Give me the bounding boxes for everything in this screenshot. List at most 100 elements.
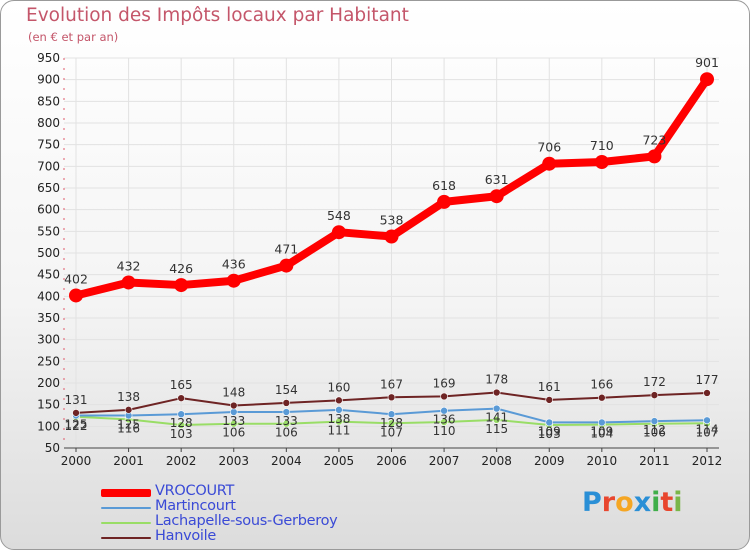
y-tick-label: 900 <box>37 73 60 87</box>
x-tick-label: 2004 <box>271 454 302 468</box>
x-tick-label: 2009 <box>534 454 565 468</box>
data-point <box>174 278 189 293</box>
data-point <box>177 410 185 419</box>
data-label: 165 <box>170 378 193 392</box>
y-tick-label: 350 <box>37 311 60 325</box>
data-label: 901 <box>695 55 719 70</box>
data-point <box>594 155 609 169</box>
data-label: 111 <box>327 424 350 438</box>
y-tick-label: 200 <box>37 376 60 390</box>
y-tick-label: 100 <box>37 419 60 433</box>
data-label: 723 <box>642 132 666 147</box>
brand-letter: P <box>582 487 602 518</box>
series-hanvoile: 131 138 165 148 154 160 167 169 178 161 166 172 177 <box>65 373 718 417</box>
data-label: 618 <box>432 178 456 193</box>
y-tick-label: 850 <box>37 94 60 108</box>
data-label: 426 <box>169 261 193 276</box>
y-tick-label: 400 <box>37 289 60 303</box>
data-label: 125 <box>117 418 140 432</box>
y-tick-label: 250 <box>37 354 60 368</box>
data-point <box>542 156 557 171</box>
data-label: 103 <box>538 427 561 441</box>
data-label: 122 <box>65 419 88 433</box>
data-point <box>545 396 554 404</box>
y-tick-label: 450 <box>37 268 60 282</box>
data-point <box>703 389 711 397</box>
data-label: 109 <box>538 424 561 438</box>
data-label: 178 <box>485 373 508 387</box>
data-label: 107 <box>696 425 719 439</box>
data-point <box>124 406 133 414</box>
data-point <box>387 410 396 419</box>
y-tick-label: 950 <box>37 51 60 65</box>
x-tick-label: 2008 <box>481 454 512 468</box>
data-label: 169 <box>433 376 456 390</box>
y-tick-label: 500 <box>37 246 60 260</box>
data-point <box>384 229 399 244</box>
data-label: 106 <box>643 426 666 440</box>
data-label: 125 <box>65 418 88 432</box>
data-point <box>229 419 238 428</box>
data-label: 109 <box>590 424 613 438</box>
data-point <box>598 418 606 427</box>
x-tick-label: 2012 <box>692 454 723 468</box>
legend-swatch <box>101 507 151 509</box>
y-tick-label: 750 <box>37 138 60 152</box>
x-tick-label: 2003 <box>218 454 249 468</box>
data-label: 128 <box>380 416 403 430</box>
data-label: 133 <box>222 414 245 428</box>
data-label: 103 <box>170 427 193 441</box>
brand-letter: i <box>673 487 683 518</box>
y-tick-label: 800 <box>37 116 60 130</box>
data-label: 104 <box>590 427 613 441</box>
legend-swatch <box>101 537 151 539</box>
data-label: 106 <box>275 426 298 440</box>
data-label: 116 <box>117 421 140 435</box>
data-label: 161 <box>538 380 561 394</box>
y-tick-label: 50 <box>45 441 60 455</box>
data-label: 148 <box>222 386 245 400</box>
chart-subtitle: (en € et par an) <box>28 30 119 44</box>
legend-swatch <box>101 489 151 497</box>
brand-letter: t <box>660 487 674 518</box>
series-vrocourt: 402 432 426 436 471 548 538 618 631 706 710 723 901 <box>64 55 719 303</box>
legend-label: Hanvoile <box>155 528 217 544</box>
data-point <box>282 419 291 428</box>
data-label: 631 <box>485 172 509 187</box>
data-point <box>226 273 241 288</box>
data-label: 115 <box>485 422 508 436</box>
data-label: 548 <box>327 208 351 223</box>
data-label: 133 <box>275 414 298 428</box>
data-point <box>440 406 448 415</box>
data-point <box>229 401 238 410</box>
data-point <box>279 258 294 273</box>
legend-label: VROCOURT <box>155 483 235 499</box>
data-label: 432 <box>117 258 141 273</box>
data-point <box>335 406 343 414</box>
brand-letter: o <box>615 487 634 518</box>
data-point <box>72 409 80 417</box>
data-label: 471 <box>274 242 298 257</box>
x-tick-label: 2006 <box>376 454 407 468</box>
data-point <box>177 394 185 402</box>
data-point <box>387 419 396 428</box>
data-point <box>331 225 346 240</box>
data-point <box>387 393 396 402</box>
legend-label: Lachapelle-sous-Gerberoy <box>155 513 338 529</box>
data-label: 436 <box>222 257 246 272</box>
y-tick-label: 550 <box>37 224 60 238</box>
y-tick-label: 600 <box>37 203 60 217</box>
data-label: 141 <box>485 411 508 425</box>
data-label: 167 <box>380 377 403 391</box>
y-tick-label: 150 <box>37 398 60 412</box>
data-point <box>177 421 185 429</box>
data-point <box>647 149 662 164</box>
data-point <box>440 392 448 401</box>
chart-title: Evolution des Impôts locaux par Habitant <box>26 5 409 26</box>
data-point <box>492 404 501 413</box>
x-tick-label: 2005 <box>324 454 355 468</box>
data-label: 166 <box>590 378 613 392</box>
data-point <box>703 416 711 425</box>
